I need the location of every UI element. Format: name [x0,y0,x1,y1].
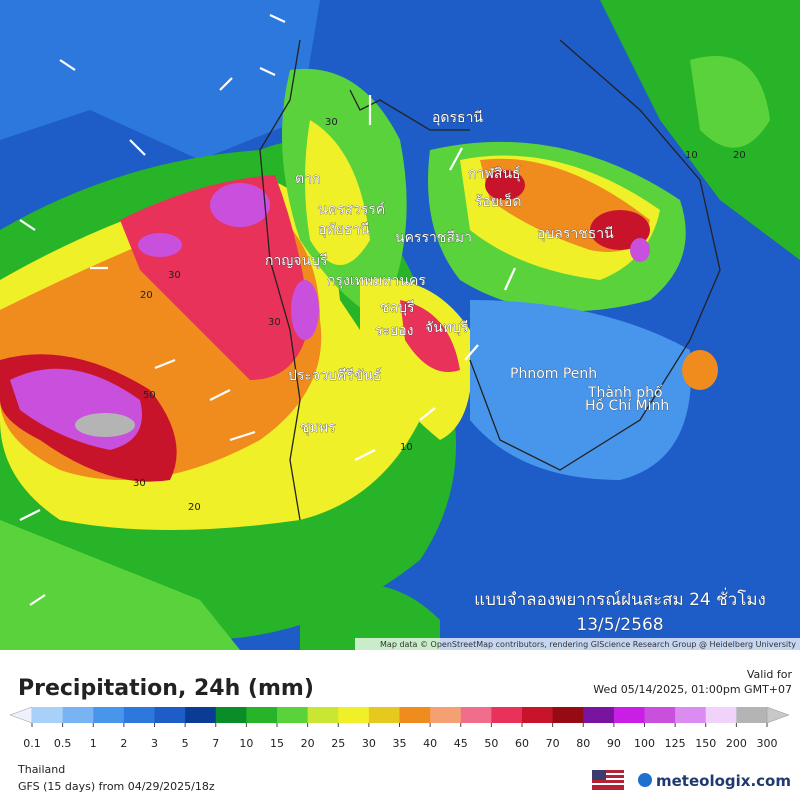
valid-label: Valid for [747,668,793,681]
scale-swatch [246,707,278,723]
scale-swatch [32,707,64,723]
logo-icon [638,773,652,787]
scale-swatch [307,707,339,723]
scale-label: 35 [393,737,407,750]
city-label: ประจวบคีรีขันธ์ [288,367,381,384]
scale-swatch [430,707,462,723]
attribution: Map data © OpenStreetMap contributors, r… [380,640,796,649]
scale-swatch [93,707,125,723]
scale-label: 70 [546,737,560,750]
wind-arrows [19,14,517,606]
city-label: ร้อยเอ็ด [475,192,521,210]
city-label: นครราชสีมา [395,230,472,246]
map: ตากนครสวรรค์อุทัยธานีกาญจนบุรีกรุงเทพมหา… [0,0,800,650]
scale-swatch [583,707,615,723]
scale-swatch [62,707,94,723]
city-label: ตาก [295,171,320,187]
scale-label: 90 [607,737,621,750]
scale-swatch [460,707,492,723]
city-label: Phnom Penh [510,366,597,382]
scale-label: 25 [331,737,345,750]
contour-label: 30 [268,317,281,328]
scale-label: 80 [576,737,590,750]
scale-label: 0.1 [23,737,41,750]
contour-label: 20 [140,290,153,301]
scale-swatch [123,707,155,723]
scale-swatch [705,707,737,723]
scale-swatch [522,707,554,723]
scale-label: 1 [90,737,97,750]
city-label: Hồ Chí Minh [585,397,669,414]
city-label: อุทัยธานี [318,222,370,238]
scale-swatch [644,707,676,723]
scale-swatch [277,707,309,723]
region: Thailand [17,763,65,776]
scale-swatch [215,707,247,723]
city-label: Thành phố [587,384,663,401]
scale-label: 7 [212,737,219,750]
scale-label: 20 [301,737,315,750]
city-label: ชุมพร [300,420,336,436]
contour-label: 10 [400,442,413,453]
scale-label: 125 [665,737,686,750]
legend-title: Precipitation, 24h (mm) [18,676,314,701]
city-label: ชลบุรี [380,300,415,316]
city-label: ระยอง [375,323,414,339]
city-label: อุบลราชธานี [537,226,614,242]
contour-label: 30 [325,117,338,128]
scale-swatch [154,707,186,723]
scale-label: 5 [182,737,189,750]
overlay-date: 13/5/2568 [576,615,663,635]
overlay-caption: แบบจำลองพยากรณ์ฝนสะสม 24 ชั่วโมง [474,587,766,610]
scale-label: 40 [423,737,437,750]
us-flag [592,770,624,790]
scale-label: 3 [151,737,158,750]
scale-swatch [491,707,523,723]
valid-time: Wed 05/14/2025, 01:00pm GMT+07 [593,683,792,696]
city-label: นครสวรรค์ [318,201,385,218]
scale-label: 60 [515,737,529,750]
contour-label: 10 [685,150,698,161]
scale-swatch [368,707,400,723]
scale-swatch [613,707,645,723]
scale-swatch [399,707,431,723]
scale-label: 15 [270,737,284,750]
scale-swatch [675,707,707,723]
city-label: กาฬสินธุ์ [468,165,521,182]
contour-label: 20 [188,502,201,513]
scale-arrow-high [766,706,790,724]
scale-label: 50 [484,737,498,750]
scale-label: 2 [120,737,127,750]
city-label: กรุงเทพมหานคร [327,273,426,289]
scale-label: 30 [362,737,376,750]
scale-label: 300 [757,737,778,750]
brand: meteologix.com [656,772,791,790]
contour-label: 30 [133,478,146,489]
scale-label: 45 [454,737,468,750]
city-label: กาญจนบุรี [265,253,328,269]
model-run: GFS (15 days) from 04/29/2025/18z [18,780,215,793]
contour-label: 50 [143,390,156,401]
scale-swatch [736,707,768,723]
scale-swatch [552,707,584,723]
city-label: จันทบุรี [425,320,469,336]
scale-label: 10 [239,737,253,750]
scale-swatch [185,707,217,723]
contour-label: 30 [168,270,181,281]
scale-arrow-low [9,706,33,724]
scale-label: 0.5 [54,737,72,750]
scale-label: 100 [634,737,655,750]
scale-label: 150 [695,737,716,750]
city-label: อุดรธานี [432,110,483,126]
scale-label: 200 [726,737,747,750]
contour-label: 20 [733,150,746,161]
scale-swatch [338,707,370,723]
